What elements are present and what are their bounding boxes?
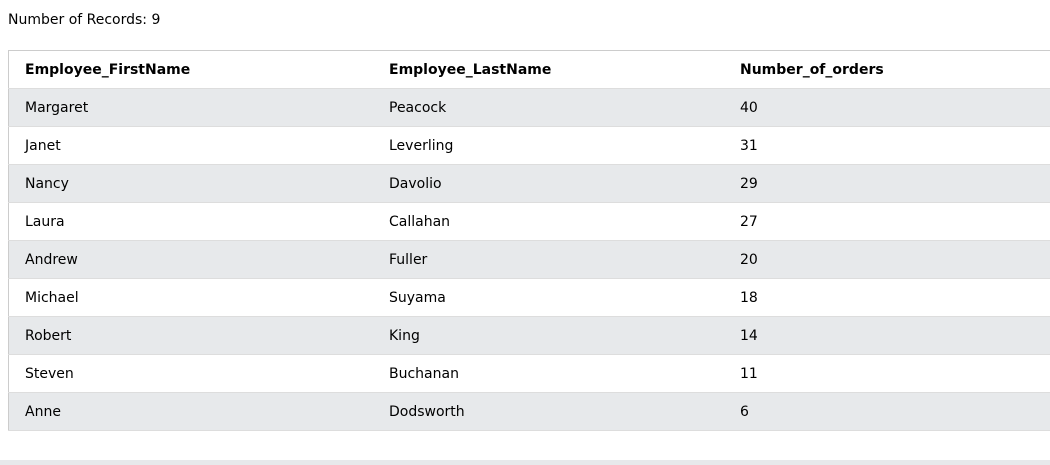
table-row: Janet Leverling 31 (8, 126, 1050, 165)
table-row: Steven Buchanan 11 (8, 354, 1050, 393)
orders-cell: 31 (724, 126, 1050, 165)
orders-cell: 29 (724, 164, 1050, 203)
column-header-first-name: Employee_FirstName (8, 50, 373, 89)
first-name-cell: Steven (8, 354, 373, 393)
last-name-cell: Suyama (373, 278, 724, 317)
last-name-cell: Davolio (373, 164, 724, 203)
number-of-records-label: Number of Records: 9 (8, 12, 161, 28)
orders-cell: 11 (724, 354, 1050, 393)
last-name-cell: Dodsworth (373, 392, 724, 431)
last-name-cell: King (373, 316, 724, 355)
bottom-divider-strip (0, 460, 1050, 465)
first-name-cell: Anne (8, 392, 373, 431)
table-row: Nancy Davolio 29 (8, 164, 1050, 203)
table-row: Laura Callahan 27 (8, 202, 1050, 241)
table-row: Margaret Peacock 40 (8, 88, 1050, 127)
last-name-cell: Leverling (373, 126, 724, 165)
last-name-cell: Buchanan (373, 354, 724, 393)
orders-cell: 6 (724, 392, 1050, 431)
first-name-cell: Margaret (8, 88, 373, 127)
first-name-cell: Laura (8, 202, 373, 241)
results-table: Employee_FirstName Employee_LastName Num… (8, 50, 1050, 431)
first-name-cell: Nancy (8, 164, 373, 203)
first-name-cell: Michael (8, 278, 373, 317)
first-name-cell: Janet (8, 126, 373, 165)
table-header-row: Employee_FirstName Employee_LastName Num… (8, 50, 1050, 89)
first-name-cell: Robert (8, 316, 373, 355)
column-header-last-name: Employee_LastName (373, 50, 724, 89)
column-header-number-of-orders: Number_of_orders (724, 50, 1050, 89)
table-row: Robert King 14 (8, 316, 1050, 355)
orders-cell: 27 (724, 202, 1050, 241)
last-name-cell: Callahan (373, 202, 724, 241)
last-name-cell: Peacock (373, 88, 724, 127)
last-name-cell: Fuller (373, 240, 724, 279)
first-name-cell: Andrew (8, 240, 373, 279)
orders-cell: 18 (724, 278, 1050, 317)
orders-cell: 20 (724, 240, 1050, 279)
table-row: Michael Suyama 18 (8, 278, 1050, 317)
orders-cell: 14 (724, 316, 1050, 355)
orders-cell: 40 (724, 88, 1050, 127)
table-row: Anne Dodsworth 6 (8, 392, 1050, 431)
table-row: Andrew Fuller 20 (8, 240, 1050, 279)
